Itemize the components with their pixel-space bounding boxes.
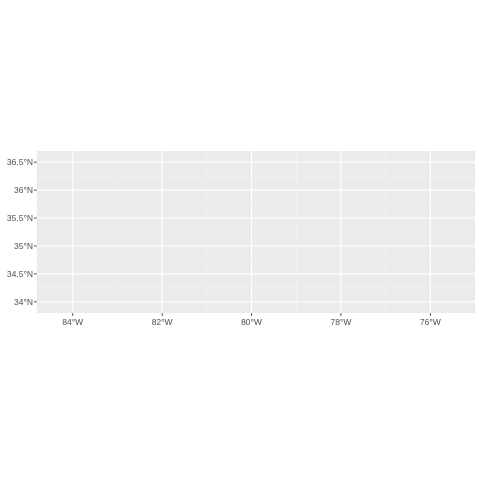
y-tick-label: 36°N	[14, 185, 33, 195]
y-tick-label: 35.5°N	[7, 213, 33, 223]
y-axis: 36.5°N 36°N 35.5°N 35°N 34.5°N 34°N	[7, 157, 37, 307]
major-grid-lines	[37, 151, 475, 313]
x-tick-label: 82°W	[152, 317, 173, 327]
x-tick-label: 76°W	[420, 317, 441, 327]
y-tick-label: 36.5°N	[7, 157, 33, 167]
minor-grid-lines	[37, 151, 475, 313]
x-tick-label: 78°W	[330, 317, 351, 327]
y-tick-label: 35°N	[14, 241, 33, 251]
x-tick-label: 80°W	[241, 317, 262, 327]
y-tick-label: 34.5°N	[7, 269, 33, 279]
y-tick-label: 34°N	[14, 297, 33, 307]
x-axis: 84°W 82°W 80°W 78°W 76°W	[62, 313, 441, 327]
x-tick-label: 84°W	[62, 317, 83, 327]
